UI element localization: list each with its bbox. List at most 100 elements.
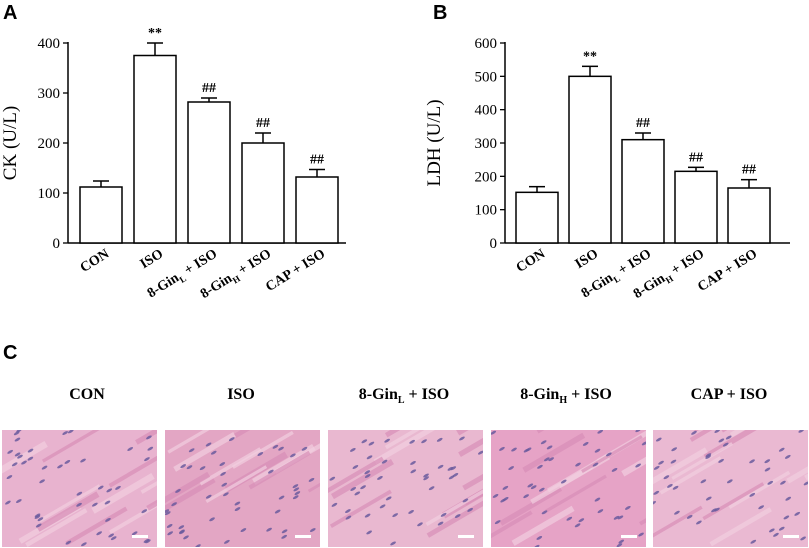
cell-nucleus [34, 515, 41, 519]
cell-nucleus [421, 439, 427, 444]
cell-nucleus [578, 518, 585, 523]
cell-nucleus [597, 509, 604, 514]
muscle-fiber [108, 455, 157, 488]
cell-nucleus [360, 485, 366, 490]
cell-nucleus [293, 487, 300, 492]
cell-nucleus [560, 479, 567, 484]
bar [241, 142, 285, 244]
muscle-fiber [36, 491, 100, 532]
cell-nucleus [188, 448, 195, 453]
cell-nucleus [64, 460, 71, 464]
cell-nucleus [39, 479, 45, 484]
cell-nucleus [281, 534, 288, 539]
cell-nucleus [667, 483, 673, 488]
scale-bar [783, 535, 799, 538]
bar [727, 187, 771, 244]
cell-nucleus [575, 462, 581, 467]
cell-nucleus [718, 458, 724, 463]
cell-nucleus [533, 544, 540, 547]
cell-nucleus [783, 515, 790, 520]
cell-nucleus [234, 507, 241, 512]
cell-nucleus [606, 452, 612, 457]
scale-bar [132, 535, 148, 538]
cell-nucleus [292, 495, 299, 500]
cell-nucleus [80, 458, 86, 463]
cell-nucleus [220, 471, 226, 476]
cell-nucleus [41, 465, 48, 470]
cell-nucleus [92, 502, 98, 507]
cell-nucleus [672, 485, 679, 490]
cell-nucleus [294, 491, 301, 496]
significance-label: ## [636, 116, 650, 131]
cell-nucleus [331, 502, 338, 507]
cell-nucleus [175, 488, 181, 493]
cell-nucleus [11, 462, 18, 467]
cell-nucleus [278, 495, 285, 500]
cell-nucleus [209, 517, 215, 522]
cell-nucleus [96, 531, 102, 536]
cell-nucleus [377, 476, 383, 480]
cell-nucleus [266, 527, 272, 532]
cell-nucleus [366, 530, 372, 535]
cell-nucleus [27, 448, 34, 453]
muscle-fiber [140, 481, 157, 494]
cell-nucleus [364, 513, 371, 518]
cell-nucleus [308, 477, 315, 482]
muscle-fiber [702, 482, 765, 521]
y-tick-label: 400 [475, 103, 498, 119]
cell-nucleus [711, 508, 717, 513]
muscle-fiber [167, 430, 210, 454]
cell-nucleus [462, 498, 469, 503]
cell-nucleus [278, 446, 284, 451]
significance-label: ## [202, 81, 216, 96]
y-tick-label: 300 [475, 136, 498, 152]
muscle-fiber [425, 489, 483, 526]
cell-nucleus [5, 500, 11, 505]
cell-nucleus [7, 449, 13, 454]
histology-image-8ginl-iso [328, 430, 483, 547]
cell-nucleus [597, 430, 604, 434]
cell-nucleus [618, 539, 625, 544]
cell-nucleus [546, 445, 553, 450]
muscle-fiber [511, 505, 575, 546]
y-tick-label: 400 [38, 36, 61, 52]
cell-nucleus [6, 475, 13, 480]
bar [79, 186, 123, 244]
panel-label-c: C [3, 342, 18, 364]
cell-nucleus [345, 509, 351, 514]
cell-nucleus [361, 439, 368, 444]
x-tick-label: CAP + ISO [263, 247, 328, 295]
significance-label: ## [310, 153, 324, 168]
cell-nucleus [180, 464, 187, 469]
y-tick-label: 200 [38, 136, 61, 152]
cell-nucleus [635, 463, 641, 468]
cell-nucleus [385, 496, 392, 501]
y-axis-label: LDH (U/L) [424, 99, 445, 186]
muscle-fiber [252, 444, 316, 485]
muscle-fiber [373, 430, 435, 465]
muscle-fiber [109, 502, 157, 535]
cell-nucleus [638, 532, 644, 537]
cell-nucleus [798, 430, 805, 433]
cell-nucleus [525, 447, 532, 452]
scale-bar [621, 535, 637, 538]
muscle-fiber [709, 507, 772, 547]
cell-nucleus [705, 454, 711, 459]
muscle-fiber [165, 477, 216, 512]
x-tick-label: CON [514, 247, 548, 276]
cell-nucleus [686, 514, 693, 519]
cell-nucleus [364, 474, 371, 478]
histology-image-iso [165, 430, 320, 547]
muscle-fiber [328, 456, 384, 493]
cell-nucleus [467, 507, 473, 512]
cell-nucleus [617, 515, 624, 520]
muscle-fiber [458, 437, 483, 457]
cell-nucleus [764, 459, 771, 464]
cell-nucleus [670, 459, 677, 464]
muscle-fiber [330, 459, 394, 500]
cell-nucleus [502, 485, 509, 490]
significance-label: ** [148, 26, 162, 41]
y-tick-label: 0 [490, 236, 498, 252]
cell-nucleus [13, 431, 20, 436]
